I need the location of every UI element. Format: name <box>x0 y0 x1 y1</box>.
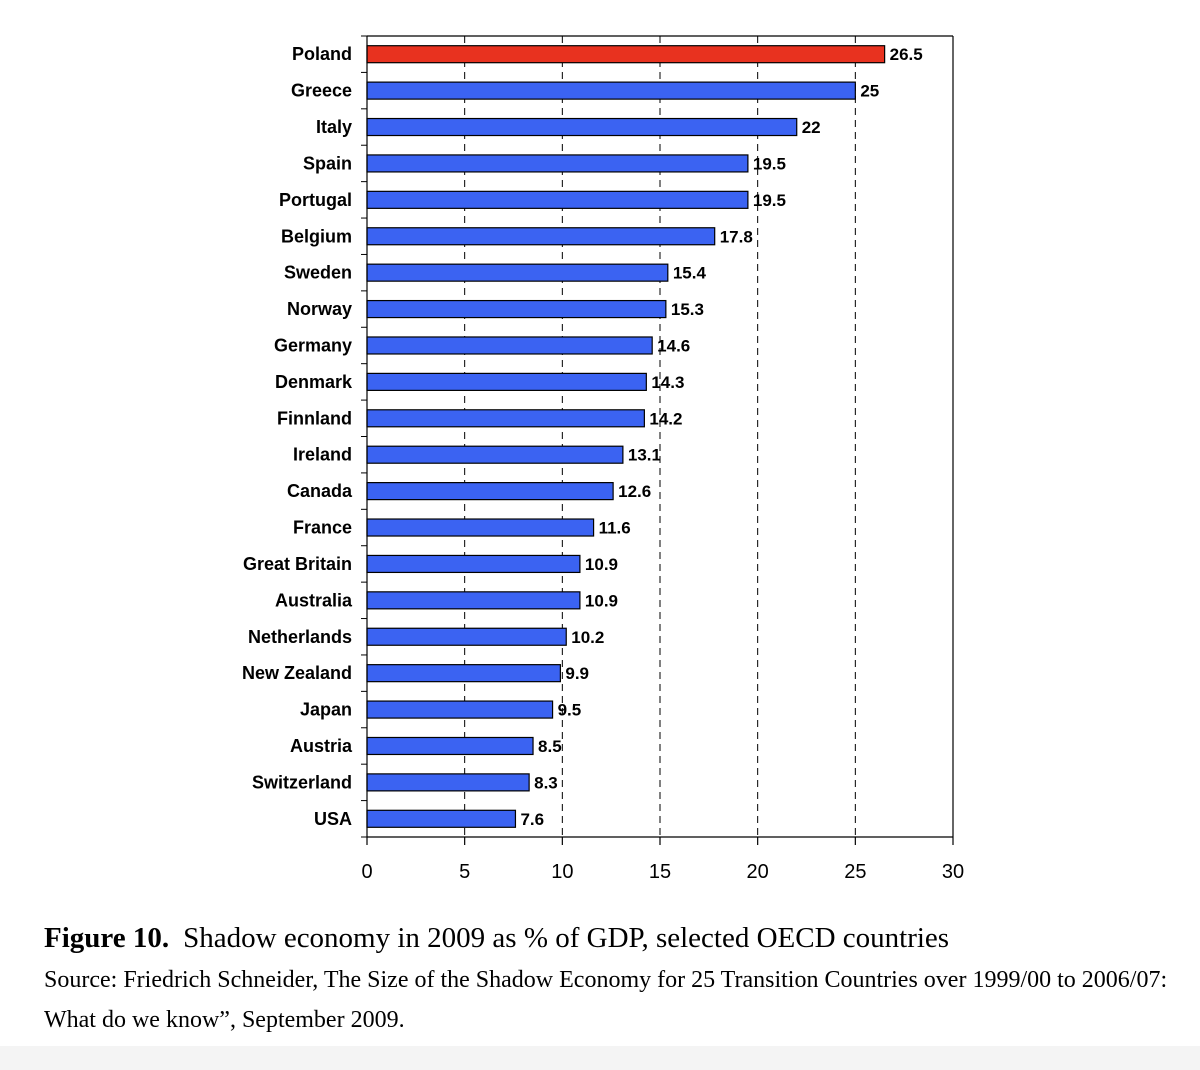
bar-greece <box>366 81 856 100</box>
x-tick-label: 10 <box>551 861 573 883</box>
value-label: 8.3 <box>534 773 558 792</box>
page-bottom-strip <box>0 1046 1200 1070</box>
value-label: 22 <box>802 118 821 137</box>
category-label: Belgium <box>281 226 352 246</box>
bar-norway <box>366 299 667 319</box>
category-label: Ireland <box>293 445 352 465</box>
category-label: France <box>293 518 352 538</box>
bar-switzerland <box>366 773 530 792</box>
category-label: Japan <box>300 700 352 720</box>
category-label: Sweden <box>284 263 352 283</box>
value-label: 12.6 <box>618 482 651 501</box>
bar-france <box>366 518 595 537</box>
figure-title: Shadow economy in 2009 as % of GDP, sele… <box>183 922 950 954</box>
x-tick-label: 0 <box>361 861 372 883</box>
figure-number: Figure 10. <box>44 922 170 954</box>
category-label: USA <box>314 809 352 829</box>
x-tick-label: 15 <box>649 861 671 883</box>
category-label: New Zealand <box>242 663 352 683</box>
category-label: Finnland <box>277 408 352 428</box>
bar-australia <box>366 591 581 610</box>
value-label: 10.9 <box>585 591 618 610</box>
value-label: 17.8 <box>720 227 753 246</box>
value-label: 14.2 <box>649 409 682 428</box>
figure-caption: Figure 10. Shadow economy in 2009 as % of… <box>44 918 1174 1040</box>
bar-italy <box>366 117 798 137</box>
category-label: Greece <box>291 81 352 101</box>
bar-finnland <box>366 409 645 428</box>
value-label: 15.3 <box>671 300 704 319</box>
bar-ireland <box>366 445 624 464</box>
bar-new-zealand <box>366 664 561 683</box>
bar-denmark <box>366 372 647 391</box>
category-label: Spain <box>303 153 352 173</box>
x-tick-label: 20 <box>747 861 769 883</box>
category-label: Denmark <box>275 372 353 392</box>
category-label: Austria <box>290 736 353 756</box>
x-tick-label: 30 <box>942 861 964 883</box>
bar-usa <box>366 809 517 828</box>
bar-chart: 26.5 Poland 25 Greece 22 Italy 19.5 Spain 19.5 Po… <box>242 35 964 883</box>
value-label: 25 <box>860 82 879 101</box>
value-label: 26.5 <box>890 45 923 64</box>
value-label: 13.1 <box>628 446 661 465</box>
category-label: Switzerland <box>252 772 352 792</box>
value-label: 19.5 <box>753 154 786 173</box>
value-label: 19.5 <box>753 191 786 210</box>
value-label: 14.3 <box>651 373 684 392</box>
bar-poland <box>366 45 886 64</box>
bar-great-britain <box>366 554 581 574</box>
bar-netherlands <box>366 627 567 646</box>
figure-source: Source: Friedrich Schneider, The Size of… <box>44 967 1168 1033</box>
value-label: 10.9 <box>585 555 618 574</box>
category-label: Great Britain <box>243 554 352 574</box>
value-label: 7.6 <box>520 810 544 829</box>
value-label: 9.5 <box>558 701 582 720</box>
category-label: Netherlands <box>248 627 352 647</box>
value-label: 8.5 <box>538 737 562 756</box>
x-tick-label: 25 <box>844 861 866 883</box>
value-label: 9.9 <box>565 664 589 683</box>
category-label: Portugal <box>279 190 352 210</box>
bar-belgium <box>366 227 716 246</box>
value-label: 11.6 <box>599 519 631 538</box>
bar-portugal <box>366 190 749 209</box>
value-label: 14.6 <box>657 336 690 355</box>
category-label: Poland <box>292 44 352 64</box>
value-label: 10.2 <box>571 628 604 647</box>
bar-japan <box>366 700 554 719</box>
x-tick-label: 5 <box>459 861 470 883</box>
category-label: Australia <box>275 590 353 610</box>
bar-germany <box>366 336 653 355</box>
bar-austria <box>366 736 534 756</box>
category-label: Italy <box>316 117 352 137</box>
value-label: 15.4 <box>673 264 707 283</box>
bar-sweden <box>366 263 669 282</box>
caption-title-line: Figure 10. Shadow economy in 2009 as % of… <box>44 918 1174 958</box>
bar-canada <box>366 482 614 501</box>
category-label: Canada <box>287 481 353 501</box>
category-label: Norway <box>287 299 352 319</box>
category-label: Germany <box>274 335 352 355</box>
bar-spain <box>366 154 749 173</box>
